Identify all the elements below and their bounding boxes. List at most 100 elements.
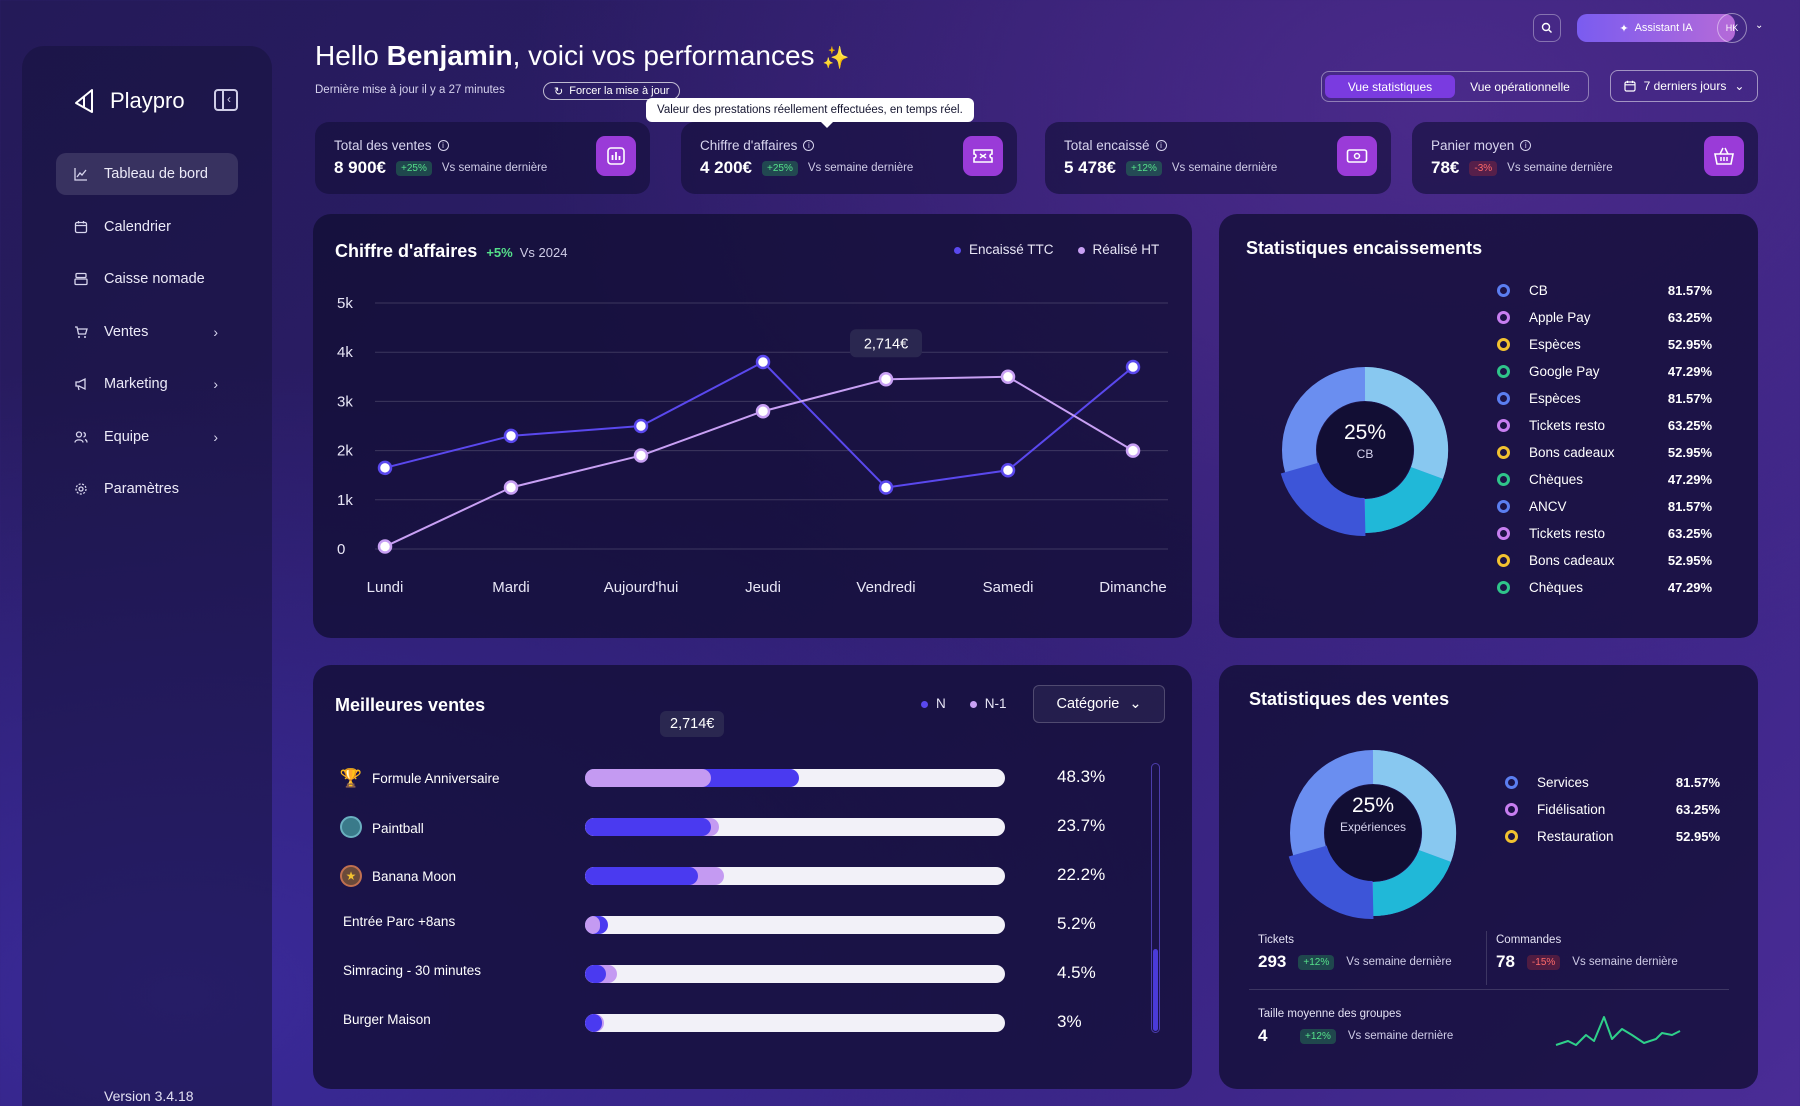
legend-item-n1[interactable]: N-1 [969,696,1007,711]
data-point[interactable] [633,448,649,463]
x-tick-label: Mardi [492,579,530,596]
search-button[interactable] [1533,14,1561,42]
tab-vue-operationnelle[interactable]: Vue opérationnelle [1470,79,1570,94]
kpi-delta-badge: +25% [762,160,798,176]
kpi-chiffre-affaires[interactable]: Chiffre d'affaires i 4 200€ +25% Vs semaine… [681,122,1017,194]
data-point[interactable] [377,460,393,476]
legend-item[interactable]: Restauration 52.95% [1505,823,1720,850]
best-sales-row[interactable]: Paintball 23.7% [313,806,1133,846]
legend-item[interactable]: Tickets resto 63.25% [1497,520,1712,547]
chart-tooltip-bg [850,329,922,358]
legend-pct: 52.95% [1675,829,1720,844]
sales-donut-chart[interactable] [1273,733,1473,933]
legend-item[interactable]: Google Pay 47.29% [1497,358,1712,385]
brand-logo[interactable]: Playpro [72,86,185,116]
category-select[interactable]: Catégorie ⌄ [1033,685,1165,723]
tickets-stat: Tickets 293 +12% Vs semaine dernière [1258,934,1452,972]
sidebar-item-parametres[interactable]: Paramètres [56,468,238,510]
series-line-0[interactable] [384,360,1134,489]
legend-item[interactable]: Services 81.57% [1505,769,1720,796]
chevron-right-icon: › [213,428,218,445]
legend-label: Services [1537,775,1589,790]
kpi-total-encaisse[interactable]: Total encaissé i 5 478€ +12% Vs semaine der… [1045,122,1391,194]
sidebar-item-tableau-de-bord[interactable]: Tableau de bord [56,153,238,195]
best-sales-row[interactable]: Entrée Parc +8ans 5.2% [313,904,1133,944]
legend-item[interactable]: Chèques 47.29% [1497,574,1712,601]
legend-item[interactable]: CB 81.57% [1497,277,1712,304]
info-icon[interactable]: i [1155,140,1167,151]
data-point[interactable] [878,372,894,387]
legend-item[interactable]: Bons cadeaux 52.95% [1497,439,1712,466]
data-point[interactable] [503,480,519,495]
kpi-panier-moyen[interactable]: Panier moyen i 78€ -3% Vs semaine dernière [1412,122,1758,194]
best-sales-row[interactable]: ★ Banana Moon 22.2% [313,855,1133,895]
y-tick-label: 5k [337,295,353,312]
orders-stat: Commandes 78 -15% Vs semaine dernière [1496,934,1678,972]
cash-donut-chart[interactable] [1265,350,1465,550]
legend-item[interactable]: Espèces 52.95% [1497,331,1712,358]
best-sales-bar[interactable] [585,867,1005,885]
avatar[interactable]: HK [1717,13,1747,43]
data-point[interactable] [878,480,894,495]
best-sales-bar[interactable] [585,769,1005,787]
legend-item-n[interactable]: N [921,696,946,711]
best-sales-bar[interactable] [585,965,1005,983]
kpi-vs-text: Vs semaine dernière [441,162,548,174]
data-point[interactable] [755,403,771,419]
kpi-total-ventes[interactable]: Total des ventes i 8 900€ +25% Vs semaine d… [315,122,650,194]
legend-item[interactable]: Fidélisation 63.25% [1505,796,1720,823]
legend-item[interactable]: Chèques 47.29% [1497,466,1712,493]
best-sales-bar[interactable] [585,818,1005,836]
legend-item[interactable]: ANCV 81.57% [1497,493,1712,520]
greeting-prefix: Hello [315,40,387,71]
data-point[interactable] [633,418,649,434]
legend-item[interactable]: Apple Pay 63.25% [1497,304,1712,331]
sidebar-item-label: Ventes [104,323,149,340]
best-sales-row[interactable]: Simracing - 30 minutes 4.5% [313,953,1133,993]
sidebar-item-ventes[interactable]: Ventes › [56,311,238,353]
best-sales-item: 🏆 Formule Anniversaire [340,767,500,789]
data-point[interactable] [1125,443,1141,458]
sidebar-item-caisse-nomade[interactable]: Caisse nomade [56,258,238,300]
info-icon[interactable]: i [803,140,815,151]
scrollbar-thumb[interactable] [1153,949,1158,1031]
assistant-ia-button[interactable]: ✦ Assistant IA [1577,14,1735,42]
data-point[interactable] [377,539,393,554]
legend-ring-icon [1497,446,1510,459]
sidebar-item-equipe[interactable]: Equipe › [56,416,238,458]
best-sales-row[interactable]: 🏆 Formule Anniversaire 48.3% [313,757,1133,797]
basket-icon [1704,136,1744,176]
data-point[interactable] [755,354,771,370]
data-point[interactable] [1000,369,1016,385]
sparkles-icon: ✨ [822,45,850,70]
legend-item[interactable]: Espèces 81.57% [1497,385,1712,412]
legend-pct: 52.95% [1667,337,1712,352]
legend-label: Chèques [1529,580,1584,595]
legend-item[interactable]: Tickets resto 63.25% [1497,412,1712,439]
force-update-button[interactable]: ↻ Forcer la mise à jour [543,82,681,100]
scrollbar[interactable] [1151,763,1160,1033]
best-sales-row[interactable]: Burger Maison 3% [313,1002,1133,1042]
ticket-icon [963,136,1003,176]
kpi-label: Panier moyen i [1431,138,1532,153]
best-sales-bar[interactable] [585,1014,1005,1032]
series-line-1[interactable] [384,375,1134,548]
sidebar-nav: Tableau de bord Calendrier Caisse nomade… [56,153,238,521]
chevron-down-icon[interactable]: ⌄ [1755,20,1764,31]
info-icon[interactable]: i [1520,140,1532,151]
date-range-select[interactable]: 7 derniers jours ⌄ [1610,70,1758,102]
data-point[interactable] [1000,463,1016,478]
legend-item-encaisse[interactable]: Encaissé TTC [954,242,1054,257]
data-point[interactable] [503,428,519,444]
info-icon[interactable]: i [437,140,449,151]
collapse-sidebar-icon[interactable]: ‹ [214,89,238,111]
data-point[interactable] [1125,359,1141,375]
legend-item-realise[interactable]: Réalisé HT [1077,242,1159,257]
view-toggle: Vue statistiques Vue opérationnelle [1321,71,1589,102]
sidebar-item-calendrier[interactable]: Calendrier [56,206,238,248]
revenue-line-chart[interactable]: 0 1k 2k 3k 4k 5k Lundi Mardi Aujourd'hui Jeudi Ven… [313,214,1192,638]
sidebar-item-marketing[interactable]: Marketing › [56,363,238,405]
tab-vue-statistiques[interactable]: Vue statistiques [1325,75,1455,98]
legend-item[interactable]: Bons cadeaux 52.95% [1497,547,1712,574]
best-sales-bar[interactable] [585,916,1005,934]
